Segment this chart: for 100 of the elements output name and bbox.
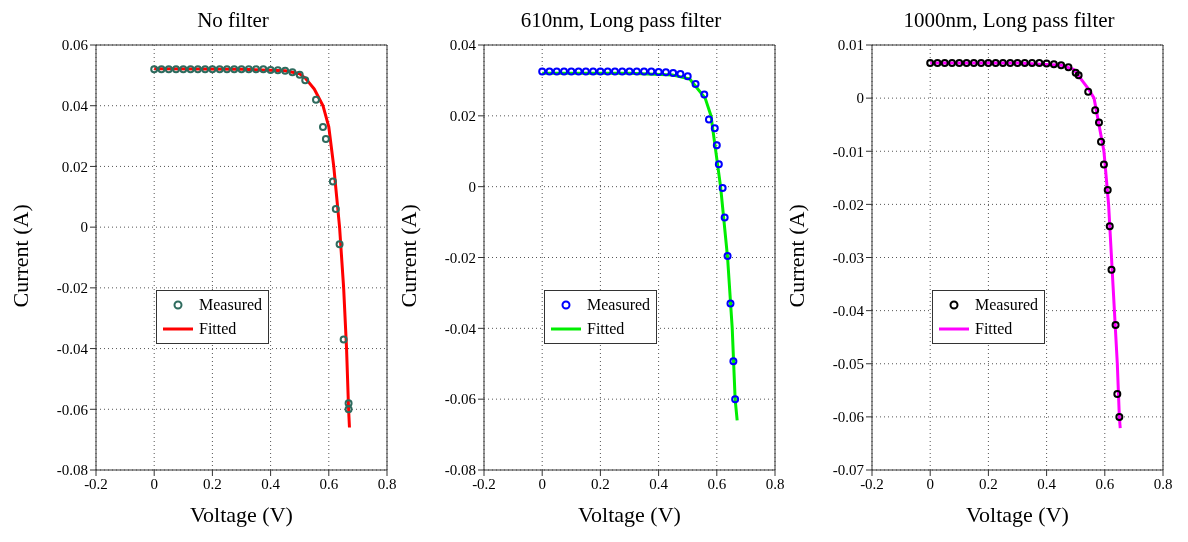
point xyxy=(318,122,327,131)
chart-title: No filter xyxy=(196,8,270,33)
point xyxy=(1113,390,1122,399)
point xyxy=(1105,222,1114,231)
y-tick-label: -0.01 xyxy=(832,143,864,160)
legend-label: Fitted xyxy=(975,319,1013,339)
point xyxy=(700,90,709,99)
point xyxy=(926,59,935,68)
point xyxy=(948,59,957,68)
point xyxy=(538,67,547,76)
point xyxy=(683,72,692,81)
point xyxy=(344,405,353,414)
point xyxy=(1103,186,1112,195)
point xyxy=(691,79,700,88)
point xyxy=(720,213,729,222)
point xyxy=(164,65,173,74)
point xyxy=(328,177,337,186)
x-axis-title: Voltage (V) xyxy=(190,502,293,527)
point xyxy=(1084,87,1093,96)
y-axis-title: Current (A) xyxy=(783,204,809,308)
point xyxy=(208,65,217,74)
x-tick-label: 0.6 xyxy=(319,475,339,492)
point xyxy=(172,65,181,74)
y-axis-title: Current (A) xyxy=(395,204,421,308)
point xyxy=(1049,60,1058,69)
point xyxy=(222,65,231,74)
point xyxy=(331,204,340,213)
y-tick-label: -0.02 xyxy=(444,249,476,266)
point xyxy=(969,59,978,68)
point xyxy=(1042,59,1051,68)
point xyxy=(1115,412,1124,421)
x-tick-label: 0.2 xyxy=(591,475,610,492)
point xyxy=(1074,71,1083,80)
chart-title: 610nm, Long pass filter xyxy=(519,8,723,33)
y-tick-label: 0 xyxy=(80,219,88,236)
point xyxy=(977,59,986,68)
point xyxy=(230,65,239,74)
point xyxy=(618,67,627,76)
point xyxy=(244,65,253,74)
point xyxy=(266,65,275,74)
point xyxy=(186,65,195,74)
y-tick-label: 0.06 xyxy=(61,37,89,54)
x-tick-label: 0.8 xyxy=(765,475,785,492)
x-tick-label: 0 xyxy=(926,475,934,492)
point xyxy=(295,70,304,79)
point xyxy=(676,70,685,79)
y-tick-label: -0.03 xyxy=(832,249,864,266)
y-tick-label: 0.04 xyxy=(449,37,477,54)
y-tick-label: -0.06 xyxy=(832,409,865,426)
legend-label: Measured xyxy=(975,295,1039,315)
point xyxy=(731,395,740,404)
point xyxy=(150,65,159,74)
y-tick-label: 0.02 xyxy=(61,158,88,175)
legend-label: Fitted xyxy=(199,319,237,339)
point xyxy=(1057,61,1066,70)
point xyxy=(1028,59,1037,68)
point xyxy=(215,65,224,74)
point xyxy=(661,68,670,77)
point xyxy=(1064,63,1073,72)
legend-label: Measured xyxy=(199,295,263,315)
x-tick-label: 0.6 xyxy=(707,475,727,492)
x-axis-title: Voltage (V) xyxy=(966,502,1069,527)
point xyxy=(1020,59,1029,68)
point xyxy=(1091,106,1100,115)
x-tick-label: 0.2 xyxy=(979,475,998,492)
point xyxy=(157,65,166,74)
y-tick-label: 0.02 xyxy=(449,108,476,125)
x-tick-label: 0.8 xyxy=(1153,475,1173,492)
y-tick-label: -0.05 xyxy=(832,356,864,373)
y-tick-label: -0.02 xyxy=(832,196,864,213)
point xyxy=(726,299,735,308)
point xyxy=(567,67,576,76)
point xyxy=(723,252,732,261)
x-tick-label: 0.6 xyxy=(1095,475,1115,492)
point xyxy=(312,95,320,104)
point xyxy=(991,59,1000,68)
chart-title: 1000nm, Long pass filter xyxy=(902,8,1116,33)
point xyxy=(596,67,605,76)
point xyxy=(1111,320,1120,329)
y-tick-label: 0 xyxy=(856,90,864,107)
point xyxy=(1006,59,1015,68)
legend-label: Fitted xyxy=(587,319,625,339)
point xyxy=(560,67,569,76)
point xyxy=(998,59,1007,68)
point xyxy=(640,67,649,76)
point xyxy=(1099,160,1108,169)
y-tick-label: 0.04 xyxy=(61,98,89,115)
y-tick-label: -0.04 xyxy=(832,302,865,319)
x-tick-label: 0.2 xyxy=(203,475,222,492)
point xyxy=(603,67,612,76)
x-tick-label: 0 xyxy=(150,475,158,492)
point xyxy=(1071,68,1080,77)
x-tick-label: 0.8 xyxy=(377,475,397,492)
point xyxy=(339,335,348,344)
x-tick-label: 0.4 xyxy=(649,475,669,492)
y-tick-label: -0.04 xyxy=(56,340,89,357)
point xyxy=(1035,59,1044,68)
point xyxy=(344,399,353,408)
point xyxy=(984,59,993,68)
point xyxy=(1013,59,1022,68)
